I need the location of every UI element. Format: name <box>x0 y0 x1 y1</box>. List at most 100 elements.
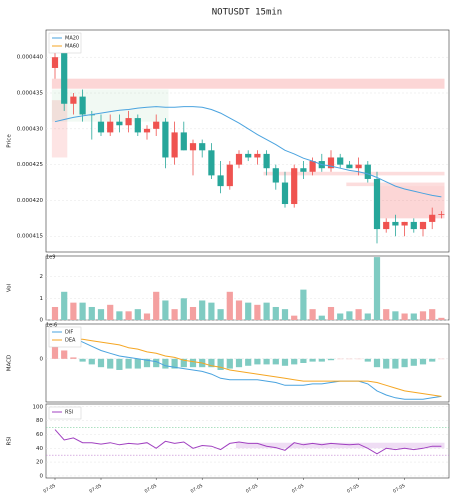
candle-body <box>337 157 344 165</box>
y-tick-label: 0 <box>40 318 44 324</box>
y-axis-title: Vol <box>7 283 13 292</box>
macd-bar <box>419 358 427 365</box>
volume-bar <box>61 291 68 320</box>
zone <box>263 171 445 176</box>
volume-bar <box>134 309 141 320</box>
y-tick-label: 0 <box>40 473 44 479</box>
volume-bar <box>309 309 316 320</box>
macd-bar <box>291 358 298 365</box>
volume-bar <box>419 311 427 320</box>
volume-bar <box>199 300 206 320</box>
volume-bar <box>189 306 197 320</box>
volume-bar <box>180 298 187 320</box>
x-tick-label: 07-05 <box>190 483 204 495</box>
candle-body <box>263 153 270 169</box>
volume-bar <box>153 291 160 320</box>
candle-body <box>410 221 417 230</box>
macd-bar <box>245 358 252 366</box>
macd-bar <box>401 358 408 368</box>
volume-bar <box>245 302 252 320</box>
volume-bar <box>373 257 381 320</box>
volume-bar <box>337 313 344 320</box>
candle-body <box>272 168 279 183</box>
volume-bar <box>429 309 436 320</box>
legend-label: RSI <box>65 410 73 416</box>
line-series <box>54 106 442 198</box>
volume-bar <box>410 313 417 320</box>
macd-bar <box>116 358 123 370</box>
volume-bar <box>70 302 77 320</box>
candle-body <box>153 121 160 129</box>
macd-bar <box>180 358 187 368</box>
macd-bar <box>281 358 289 366</box>
candle-body <box>392 221 399 226</box>
y-tick-label: 20 <box>36 460 43 466</box>
macd-bar <box>79 358 86 362</box>
macd-bar <box>189 358 197 368</box>
candle-body <box>373 178 381 230</box>
macd-bar <box>107 358 114 369</box>
candle-body <box>143 128 151 133</box>
macd-bar <box>383 358 390 369</box>
candle-body <box>107 121 114 133</box>
volume-bar <box>291 315 298 320</box>
line-series <box>54 327 442 400</box>
volume-bar <box>327 306 335 320</box>
x-tick-label: 07-05 <box>392 483 406 495</box>
candle-body <box>383 221 390 230</box>
volume-bar <box>438 317 445 320</box>
candle-body <box>419 221 427 230</box>
candle-body <box>79 96 86 115</box>
candle-body <box>208 150 215 176</box>
y-axis-title: RSI <box>7 436 13 445</box>
candle-body <box>180 132 187 151</box>
volume-bar <box>383 309 390 320</box>
macd-bar <box>153 358 160 368</box>
y-tick-label: 2 <box>40 274 44 280</box>
legend-label: DIF <box>65 330 73 336</box>
macd-bar <box>364 358 371 362</box>
legend-label: MA60 <box>65 44 79 50</box>
x-tick-label: 07-05 <box>291 483 305 495</box>
macd-bar <box>134 358 141 369</box>
y-tick-label: 0.000420 <box>17 198 44 204</box>
volume-bar <box>143 313 151 320</box>
volume-bar <box>254 304 261 320</box>
candle-body <box>291 168 298 205</box>
x-tick-label: 07-05 <box>42 483 56 495</box>
volume-bar <box>97 309 105 320</box>
volume-bar <box>300 289 307 320</box>
volume-bar <box>208 302 215 320</box>
volume-bar <box>79 302 86 320</box>
macd-bar <box>125 358 132 369</box>
macd-bar <box>97 358 105 368</box>
y-tick-label: 1 <box>40 296 44 302</box>
candle-body <box>134 118 141 133</box>
chart-title: NOTUSDT 15min <box>212 8 282 18</box>
zone <box>51 78 445 89</box>
candle-body <box>171 132 178 158</box>
panel-frame <box>45 29 450 253</box>
candle-body <box>401 221 408 226</box>
y-axis-title: MACD <box>7 355 13 372</box>
macd-bar <box>88 358 95 365</box>
y-axis-title: Price <box>7 134 13 148</box>
candle-body <box>97 121 105 133</box>
volume-bar <box>346 311 353 320</box>
macd-bar <box>217 358 224 370</box>
volume-bar <box>355 309 362 320</box>
macd-bar <box>208 358 215 368</box>
y-tick-label: 0 <box>40 356 44 362</box>
macd-bar <box>254 358 261 365</box>
volume-bar <box>226 291 233 320</box>
candle-body <box>346 164 353 169</box>
volume-bar <box>88 306 95 320</box>
y-tick-label: 0.000440 <box>17 55 44 61</box>
macd-bar <box>392 358 399 369</box>
y-tick-label: 0.000415 <box>17 234 44 240</box>
volume-bar <box>281 309 289 320</box>
macd-bar <box>309 358 316 362</box>
volume-bar <box>364 313 371 320</box>
y-tick-label: 0.000425 <box>17 162 44 168</box>
